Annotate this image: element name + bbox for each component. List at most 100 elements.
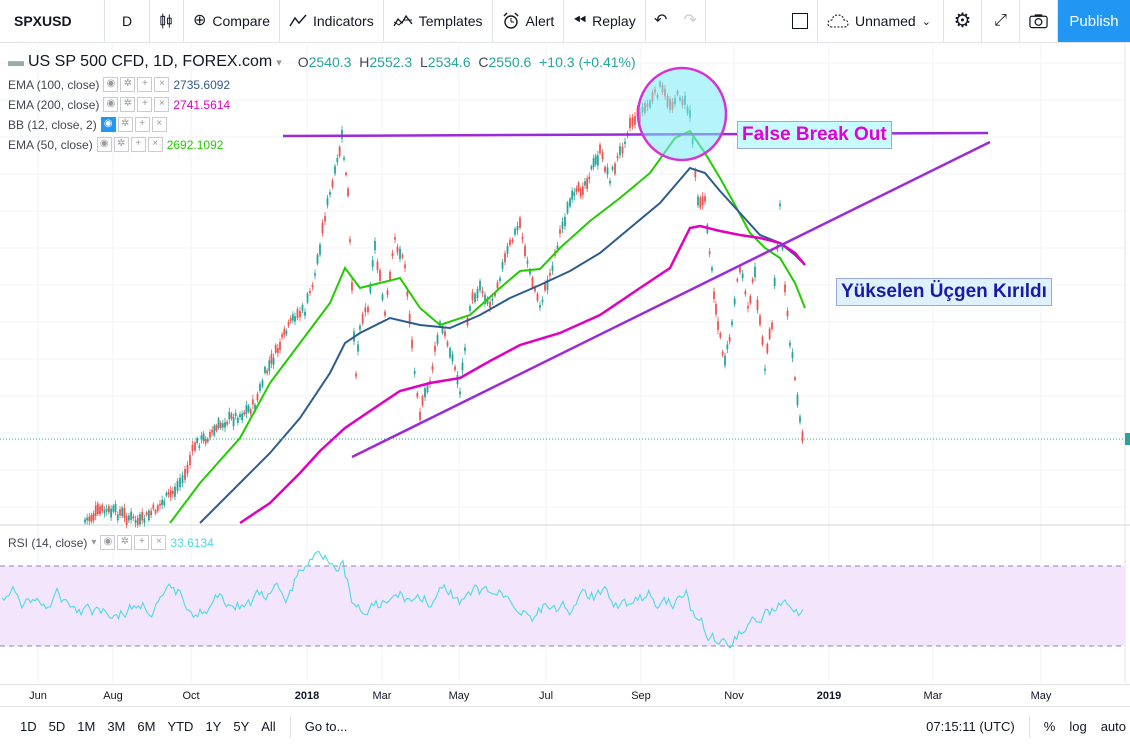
candle-body <box>711 267 713 271</box>
plus-icon[interactable]: + <box>137 97 153 112</box>
plus-icon[interactable]: + <box>137 77 153 92</box>
candle-body <box>526 260 529 264</box>
indicator-name[interactable]: BB (12, close, 2) <box>8 117 97 132</box>
range-button[interactable]: 3M <box>107 719 126 734</box>
close-icon[interactable]: × <box>151 117 167 132</box>
series-title[interactable]: US SP 500 CFD, 1D, FOREX.com <box>28 53 273 70</box>
eye-icon[interactable]: ◉ <box>100 117 116 132</box>
settings-icon[interactable]: ✲ <box>117 535 133 550</box>
candle-body <box>338 146 341 157</box>
redo-button[interactable]: ↷ <box>676 0 706 42</box>
compare-button[interactable]: ⊕ Compare <box>184 0 280 42</box>
triangle-broken-label[interactable]: Yükselen Üçgen Kırıldı <box>836 278 1052 306</box>
candle-body <box>211 430 214 433</box>
candle-body <box>359 325 361 330</box>
candle-body <box>221 423 224 428</box>
close-icon[interactable]: × <box>154 97 170 112</box>
indicator-name[interactable]: EMA (50, close) <box>8 137 93 152</box>
candle-body <box>150 510 153 516</box>
candle-body <box>145 512 148 516</box>
auto-toggle[interactable]: auto <box>1100 719 1126 734</box>
settings-icon[interactable]: ✲ <box>113 137 129 152</box>
bottom-toolbar: 1D 5D 1M 3M 6M YTD 1Y 5Y All Go to... 07:15:11 (… <box>0 706 1130 746</box>
chart-area[interactable]: ▬ US SP 500 CFD, 1D, FOREX.com ▾ O2540.3… <box>0 43 1130 683</box>
eye-icon[interactable]: ◉ <box>96 137 112 152</box>
fullscreen-chart-toggle[interactable] <box>782 0 818 42</box>
fullscreen-button[interactable]: ⤢ <box>982 0 1020 42</box>
goto-button[interactable]: Go to... <box>304 719 348 734</box>
plus-icon[interactable]: + <box>134 535 150 550</box>
interval-button[interactable]: D <box>105 0 150 42</box>
settings-icon[interactable]: ✲ <box>120 97 136 112</box>
indicator-controls: ◉ ✲ + × <box>103 77 170 92</box>
rsi-name[interactable]: RSI (14, close) <box>8 535 88 550</box>
candle-body <box>536 293 539 301</box>
range-button[interactable]: 1D <box>20 719 37 734</box>
indicator-name[interactable]: EMA (100, close) <box>8 77 100 92</box>
candle-body <box>704 196 706 202</box>
price-chart[interactable] <box>0 43 1130 683</box>
range-button[interactable]: YTD <box>167 719 194 734</box>
candle-body <box>186 464 189 474</box>
indicators-button[interactable]: Indicators <box>280 0 384 42</box>
range-button[interactable]: All <box>261 719 276 734</box>
false-breakout-circle[interactable] <box>636 66 728 162</box>
percent-toggle[interactable]: % <box>1043 719 1056 734</box>
range-button[interactable]: 1Y <box>205 719 222 734</box>
undo-button[interactable]: ↶ <box>646 0 676 42</box>
false-breakout-label[interactable]: False Break Out <box>737 121 892 149</box>
candle-body <box>721 352 724 356</box>
redo-icon: ↷ <box>683 12 697 29</box>
candle-body <box>573 192 576 197</box>
snapshot-button[interactable] <box>1020 0 1058 42</box>
candle-body <box>401 254 404 258</box>
close-icon[interactable]: × <box>151 535 167 550</box>
clock-time[interactable]: 07:15:11 (UTC) <box>926 719 1015 734</box>
alert-button[interactable]: Alert <box>493 0 565 42</box>
candle-body <box>724 355 726 366</box>
close-icon[interactable]: × <box>154 77 170 92</box>
candle-body <box>564 216 566 227</box>
plus-icon[interactable]: + <box>130 137 146 152</box>
eye-icon[interactable]: ◉ <box>100 535 116 550</box>
eye-icon[interactable]: ◉ <box>103 77 119 92</box>
divider <box>289 715 291 738</box>
chart-style-button[interactable] <box>150 0 184 42</box>
close-icon[interactable]: × <box>147 137 163 152</box>
replay-button[interactable]: ⏪︎ Replay <box>564 0 646 42</box>
candle-body <box>446 341 449 346</box>
eye-icon[interactable]: ◉ <box>103 97 119 112</box>
candle-body <box>701 196 704 206</box>
publish-button[interactable]: Publish <box>1058 0 1130 42</box>
log-toggle[interactable]: log <box>1069 719 1087 734</box>
range-button[interactable]: 5Y <box>233 719 250 734</box>
templates-button[interactable]: Templates <box>384 0 493 42</box>
time-axis[interactable]: Jun Aug Oct 2018 Mar May Jul Sep Nov 2019 Mar May <box>0 684 1130 707</box>
indicator-name[interactable]: EMA (200, close) <box>8 97 100 112</box>
candle-body <box>771 322 773 330</box>
candle-body <box>268 360 271 372</box>
symbol-search[interactable]: SPXUSD <box>0 0 105 42</box>
plus-icon[interactable]: + <box>134 117 150 132</box>
candle-body <box>381 294 384 300</box>
candle-body <box>270 354 273 364</box>
range-button[interactable]: 6M <box>137 719 156 734</box>
candle-body <box>311 285 314 288</box>
range-button[interactable]: 1M <box>77 719 96 734</box>
open-label: O <box>297 54 309 70</box>
indicator-value: 2692.1092 <box>166 137 224 152</box>
layout-menu[interactable]: Unnamed ⌄ <box>818 0 944 42</box>
candle-body <box>232 417 235 427</box>
settings-icon[interactable]: ✲ <box>120 77 136 92</box>
candle-body <box>96 503 99 514</box>
candle-body <box>592 158 595 167</box>
candle-body <box>575 188 578 192</box>
candle-body <box>261 380 264 387</box>
time-axis-label: Mar <box>372 690 392 702</box>
candle-body <box>296 309 299 319</box>
ascending-trendline[interactable] <box>351 140 991 459</box>
range-button[interactable]: 5D <box>48 719 66 734</box>
settings-button[interactable]: ⚙ <box>944 0 982 42</box>
settings-icon[interactable]: ✲ <box>117 117 133 132</box>
indicators-label: Indicators <box>313 13 374 29</box>
